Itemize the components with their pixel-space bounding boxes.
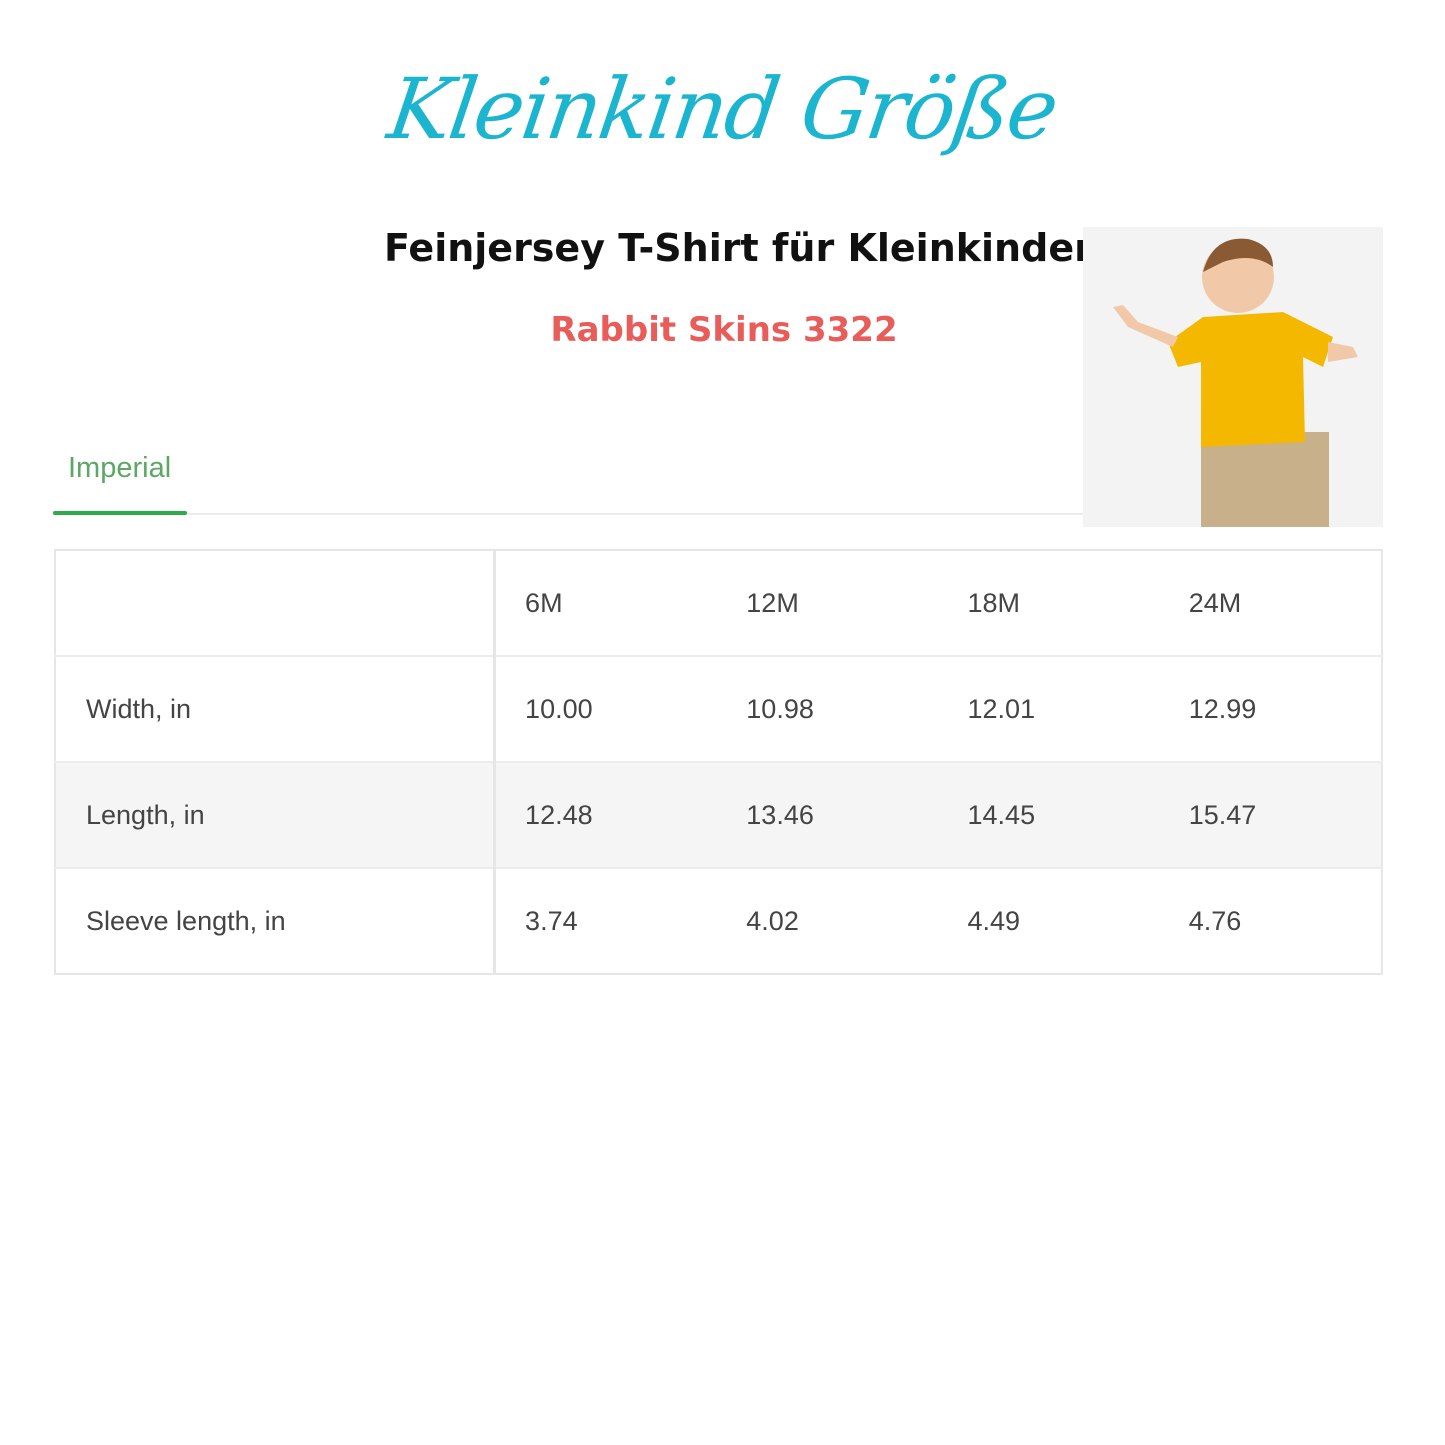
cell-value: 4.49 — [967, 905, 1021, 936]
cell-value: 12.01 — [967, 693, 1036, 724]
table-row: Width, in 10.00 10.98 12.01 12.99 — [55, 656, 1382, 763]
cell-value: 4.76 — [1188, 905, 1242, 936]
cell-value: 15.47 — [1188, 799, 1257, 830]
row-label: Length, in — [55, 762, 497, 869]
cell-value: 12.99 — [1188, 693, 1257, 724]
header-cell: 12M — [746, 587, 799, 618]
header-cell: 24M — [1188, 587, 1242, 618]
active-tab-indicator — [53, 511, 187, 515]
size-table: 6M 12M 18M 24M Width, in 10.00 10.98 12.… — [54, 549, 1383, 975]
cell-value: 13.46 — [746, 799, 814, 830]
cell-value: 3.74 — [525, 905, 578, 936]
cell-value: 10.98 — [746, 693, 814, 724]
product-model: Rabbit Skins 3322 — [550, 310, 898, 350]
table-row: Sleeve length, in 3.74 4.02 4.49 4.76 — [55, 868, 1382, 974]
table-row: Length, in 12.48 13.46 14.45 15.47 — [55, 762, 1382, 869]
cell-value: 14.45 — [967, 799, 1036, 830]
tab-imperial[interactable]: Imperial — [68, 452, 172, 484]
product-photo — [1083, 227, 1383, 527]
table-header-row: 6M 12M 18M 24M — [55, 550, 1382, 657]
cell-value: 4.02 — [746, 905, 799, 936]
header-cell: 18M — [967, 587, 1021, 618]
tab-divider — [187, 513, 1083, 515]
row-label: Width, in — [55, 656, 497, 763]
cell-value: 10.00 — [525, 693, 593, 724]
header-cell-empty — [55, 550, 497, 657]
header-cell: 6M — [525, 587, 563, 618]
script-title: Kleinkind Größe — [382, 60, 1063, 158]
product-heading: Feinjersey T-Shirt für Kleinkinder — [384, 226, 1093, 270]
row-label: Sleeve length, in — [55, 868, 497, 974]
cell-value: 12.48 — [525, 799, 593, 830]
